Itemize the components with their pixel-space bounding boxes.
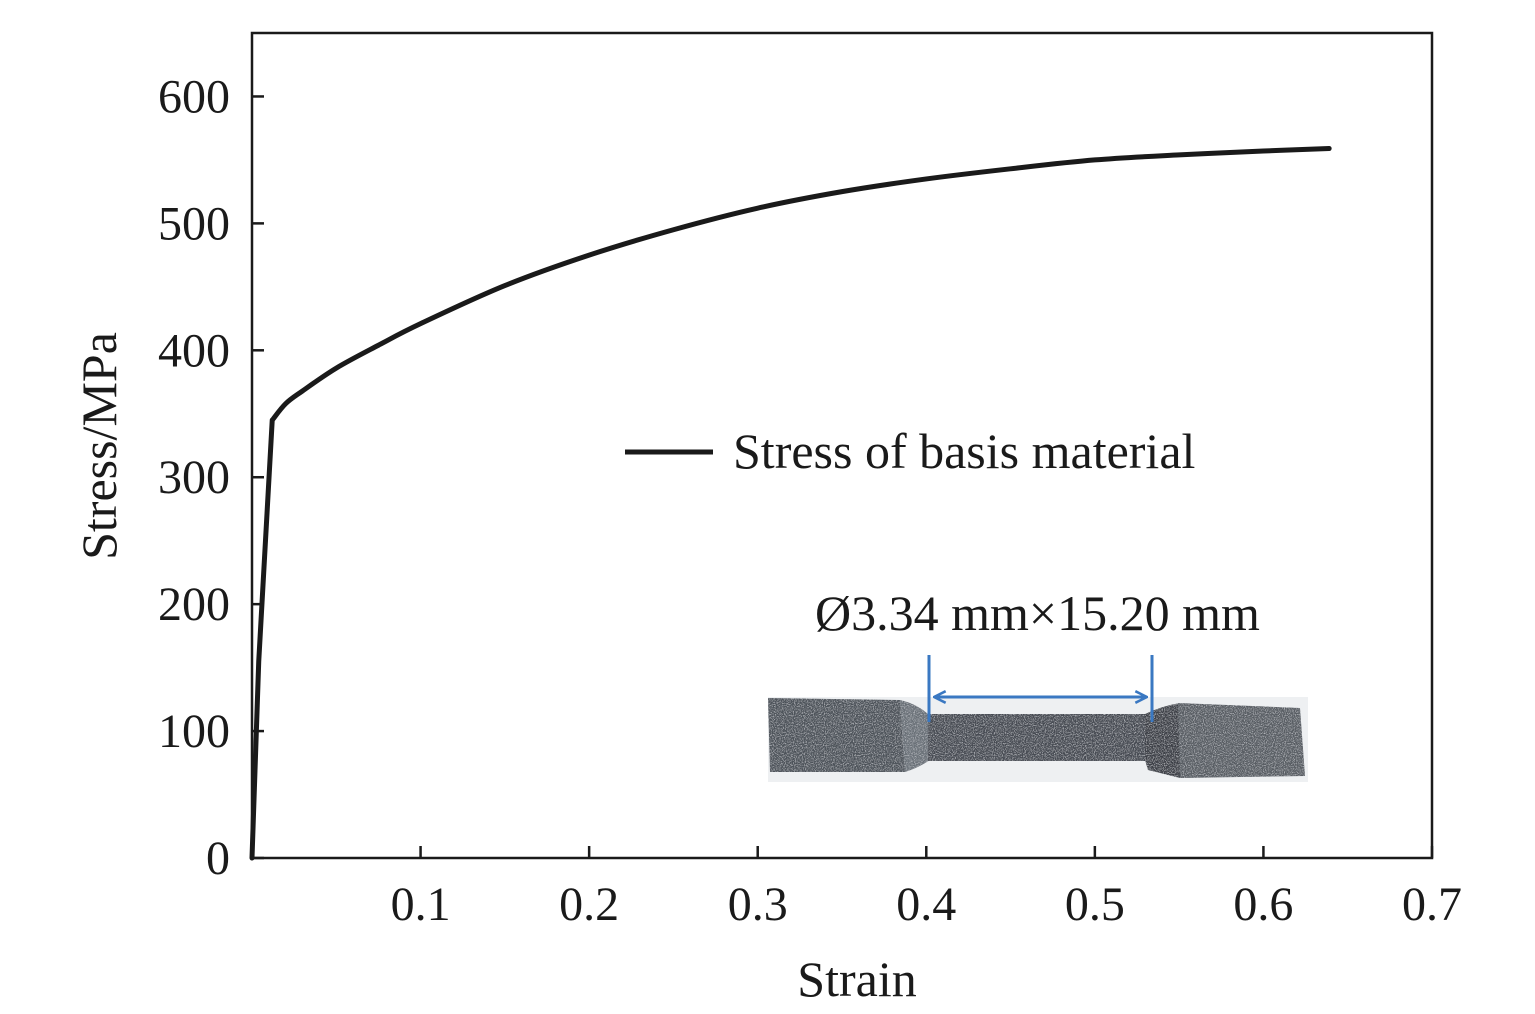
- gauge-length-dimension: [927, 655, 1154, 722]
- y-tick-label: 200: [158, 578, 230, 631]
- y-tick-label: 100: [158, 705, 230, 758]
- y-axis-title: Stress/MPa: [71, 332, 127, 560]
- legend-label: Stress of basis material: [733, 423, 1195, 479]
- x-tick-label: 0.7: [1402, 878, 1462, 931]
- specimen-right-shoulder: [1145, 703, 1180, 778]
- series-line-0: [249, 146, 1332, 861]
- y-tick-label: 0: [206, 832, 230, 885]
- legend: Stress of basis material: [625, 423, 1195, 479]
- specimen-dimension-label: Ø3.34 mm×15.20 mm: [815, 585, 1260, 641]
- x-tick-label: 0.5: [1065, 878, 1125, 931]
- x-tick-label: 0.1: [391, 878, 451, 931]
- x-tick-label: 0.2: [559, 878, 619, 931]
- axis-ticks: 0 100 200 300 400 500 600 0.1 0.2 0.3 0.4 0.5 0.6 0.7: [158, 70, 1462, 931]
- specimen-right-grip: [1178, 703, 1305, 778]
- y-tick-label: 600: [158, 70, 230, 123]
- y-tick-label: 300: [158, 451, 230, 504]
- x-axis-title: Strain: [797, 951, 916, 1007]
- x-tick-label: 0.3: [728, 878, 788, 931]
- x-tick-label: 0.4: [896, 878, 956, 931]
- specimen-left-grip: [768, 698, 905, 772]
- y-tick-label: 500: [158, 197, 230, 250]
- specimen-photo: [768, 697, 1308, 782]
- x-tick-label: 0.6: [1233, 878, 1293, 931]
- specimen-gauge-section: [928, 714, 1150, 761]
- specimen-left-shoulder: [900, 700, 930, 772]
- y-tick-label: 400: [158, 324, 230, 377]
- series-group: [249, 146, 1332, 861]
- plot-frame: [250, 31, 1434, 860]
